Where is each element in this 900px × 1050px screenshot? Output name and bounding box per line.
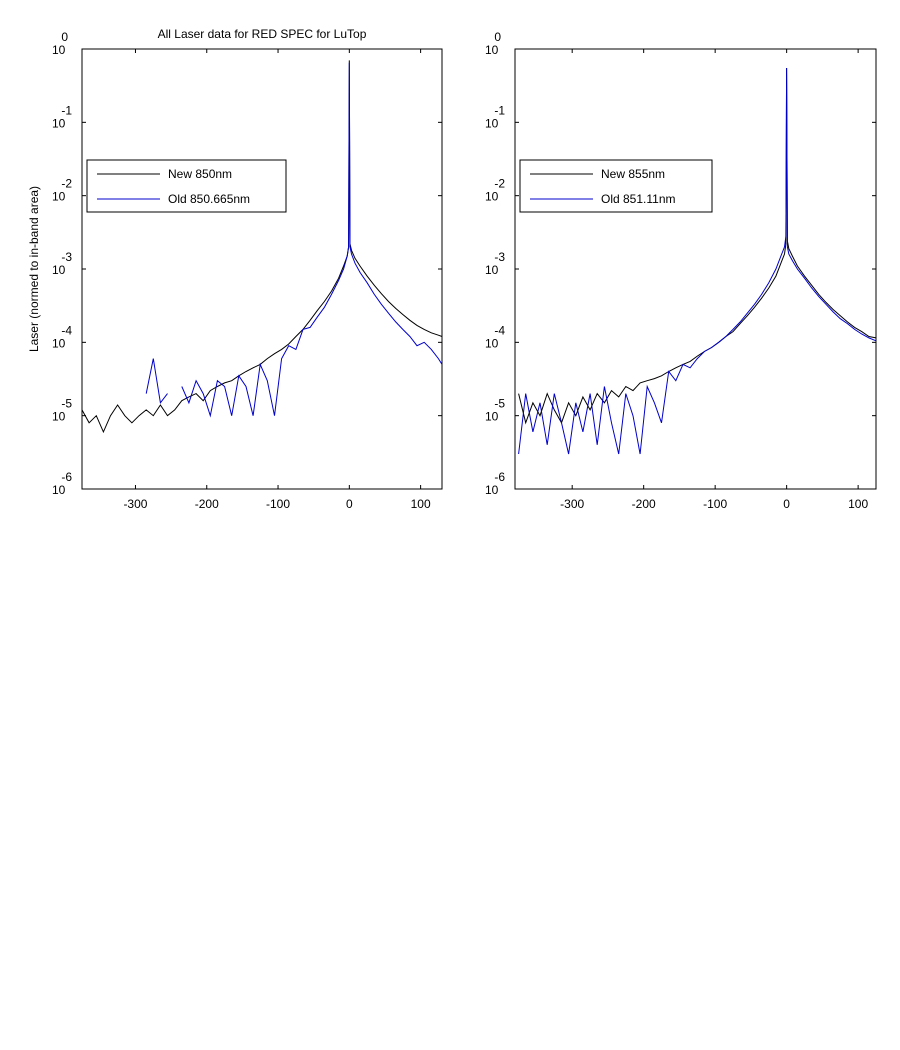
y-tick-base: 10: [485, 190, 499, 204]
y-tick-label: 10-1: [52, 103, 72, 130]
y-tick-label: 10-6: [52, 470, 72, 497]
x-tick-label: -100: [266, 497, 290, 511]
y-tick-label: 10-4: [485, 323, 505, 350]
legend-label: New 850nm: [168, 167, 232, 181]
plot-area: [514, 48, 877, 490]
y-tick-base: 10: [52, 43, 66, 57]
x-tick-label: -200: [195, 497, 219, 511]
y-tick-label: 10-3: [485, 250, 505, 277]
y-tick-exponent: -4: [494, 323, 505, 337]
y-tick-label: 100: [52, 30, 68, 57]
x-tick-label: 100: [848, 497, 868, 511]
series-line: [145, 62, 443, 418]
x-tick-label: 0: [783, 497, 790, 511]
legend-label: Old 850.665nm: [168, 192, 250, 206]
y-tick-exponent: -3: [494, 250, 505, 264]
y-tick-exponent: -2: [494, 177, 505, 191]
x-tick-label: -200: [632, 497, 656, 511]
y-tick-exponent: -6: [61, 470, 72, 484]
y-tick-label: 10-2: [485, 177, 505, 204]
y-tick-label: 10-1: [485, 103, 505, 130]
y-tick-base: 10: [52, 483, 66, 497]
legend-box: [519, 159, 713, 213]
y-tick-base: 10: [485, 43, 499, 57]
x-tick-label: -100: [703, 497, 727, 511]
legend-label: Old 851.11nm: [601, 192, 676, 206]
x-tick-label: 100: [411, 497, 431, 511]
y-tick-base: 10: [52, 190, 66, 204]
y-axis-label: Laser (normed to in-band area): [27, 186, 41, 352]
y-tick-label: 10-5: [485, 397, 505, 424]
y-tick-exponent: -2: [61, 177, 72, 191]
legend-box: [86, 159, 287, 213]
y-tick-exponent: -5: [61, 397, 72, 411]
y-tick-base: 10: [485, 410, 499, 424]
y-tick-base: 10: [485, 116, 499, 130]
y-tick-exponent: -6: [494, 470, 505, 484]
chart-title: All Laser data for RED SPEC for LuTop: [158, 27, 367, 41]
y-tick-exponent: -1: [494, 103, 505, 117]
y-tick-base: 10: [485, 483, 499, 497]
y-tick-base: 10: [485, 263, 499, 277]
series-line: [518, 67, 877, 455]
y-tick-exponent: -3: [61, 250, 72, 264]
y-tick-exponent: 0: [494, 30, 501, 44]
y-tick-base: 10: [52, 116, 66, 130]
x-tick-label: 0: [346, 497, 353, 511]
y-tick-base: 10: [52, 336, 66, 350]
y-tick-base: 10: [52, 263, 66, 277]
y-tick-label: 10-6: [485, 470, 505, 497]
legend-label: New 855nm: [601, 167, 665, 181]
y-tick-label: 10-5: [52, 397, 72, 424]
plot-area: [81, 48, 443, 490]
x-tick-label: -300: [123, 497, 147, 511]
y-tick-exponent: -5: [494, 397, 505, 411]
y-tick-exponent: -1: [61, 103, 72, 117]
y-tick-base: 10: [52, 410, 66, 424]
y-tick-exponent: -4: [61, 323, 72, 337]
y-tick-label: 10-4: [52, 323, 72, 350]
y-tick-exponent: 0: [61, 30, 68, 44]
y-tick-label: 10-3: [52, 250, 72, 277]
y-tick-base: 10: [485, 336, 499, 350]
y-tick-label: 10-2: [52, 177, 72, 204]
x-tick-label: -300: [560, 497, 584, 511]
series-line: [81, 60, 443, 434]
y-tick-label: 100: [485, 30, 501, 57]
